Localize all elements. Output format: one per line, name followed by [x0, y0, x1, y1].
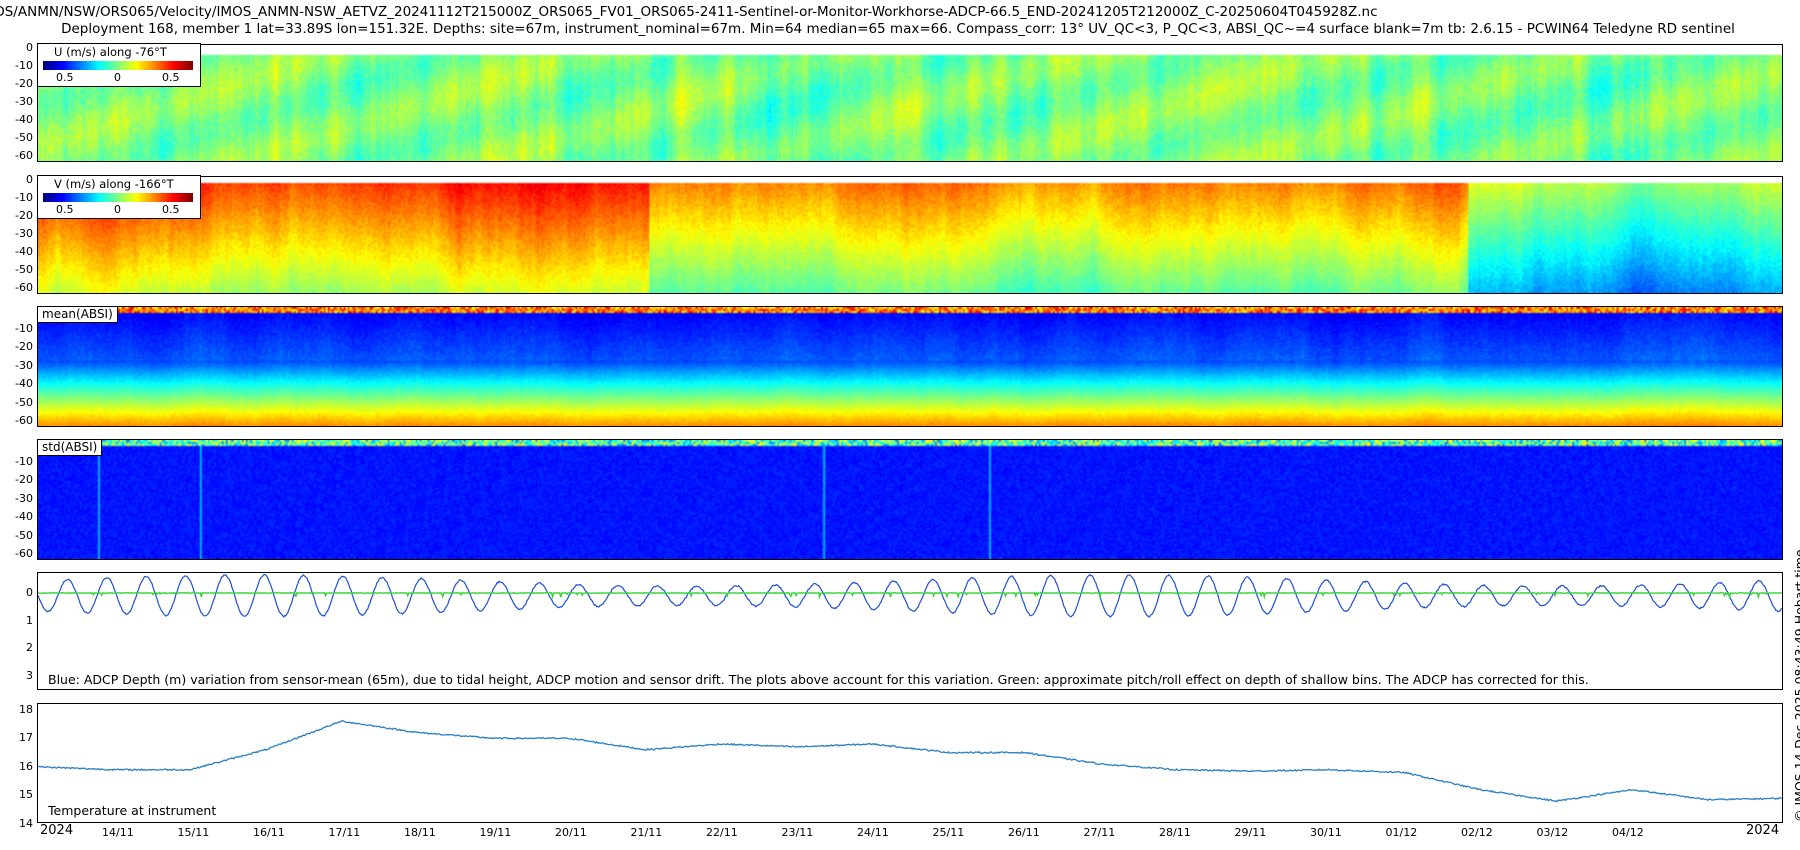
x-tick-label: 27/11 [1083, 826, 1116, 839]
depth-variation-tick-label: 1 [26, 613, 33, 627]
depth-tick-label: -40 [15, 510, 33, 524]
temperature-series [38, 720, 1782, 803]
x-tick-label: 28/11 [1159, 826, 1191, 839]
depth-tick-label: -40 [15, 377, 33, 391]
depth-variation-tick-label: 0 [26, 586, 33, 599]
x-tick-label: 24/11 [857, 826, 889, 839]
adcp-depth-series [38, 573, 1782, 618]
x-tick-label: 16/11 [253, 826, 285, 839]
x-tick-label: 25/11 [932, 826, 965, 839]
std-absi-label: std(ABSI) [37, 439, 103, 456]
v-colorbar-tick: 0.5 [162, 203, 180, 216]
u-velocity-panel [37, 44, 1783, 162]
depth-tick-label: -60 [15, 281, 33, 295]
x-tick-label: 17/11 [328, 826, 361, 839]
depth-tick-label: -10 [15, 191, 33, 205]
u-colorbar-title: U (m/s) along -76°T [54, 45, 167, 59]
temperature-plot [38, 720, 1782, 803]
depth-tick-label: -20 [15, 77, 33, 91]
x-tick-label: 04/12 [1612, 826, 1644, 839]
v-colorbar-tick: 0 [114, 203, 121, 216]
x-tick-label: 20/11 [555, 826, 587, 839]
depth-variation-tick-label: 3 [26, 669, 33, 683]
pitch-roll-series [38, 591, 1782, 600]
depth-tick-label: -40 [15, 113, 33, 127]
depth-tick-label: -10 [15, 59, 33, 73]
depth-tick-label: -20 [15, 473, 33, 487]
depth-tick-label: -30 [15, 358, 33, 372]
v-colorbar-tick: 0.5 [56, 203, 74, 216]
depth-tick-label: -10 [15, 321, 33, 335]
depth-tick-label: -50 [15, 131, 33, 145]
x-tick-label: 30/11 [1310, 826, 1342, 839]
depth-tick-label: 0 [26, 41, 33, 54]
figure-title-line2: Deployment 168, member 1 lat=33.89S lon=… [61, 21, 1735, 37]
x-tick-label: 14/11 [102, 826, 134, 839]
temperature-tick-label: 14 [19, 817, 33, 830]
u-velocity-heatmap [38, 45, 1782, 161]
temperature-annotation: Temperature at instrument [48, 803, 217, 818]
temperature-panel [37, 703, 1783, 823]
depth-tick-label: -30 [15, 95, 33, 109]
depth-variation-plot [38, 573, 1782, 618]
depth-tick-label: -20 [15, 340, 33, 354]
x-tick-label: 18/11 [404, 826, 436, 839]
depth-tick-label: -20 [15, 209, 33, 223]
u-colorbar-tick: 0.5 [162, 71, 180, 84]
v-velocity-panel [37, 176, 1783, 294]
x-tick-label: 26/11 [1008, 826, 1040, 839]
x-tick-label: 01/12 [1385, 826, 1418, 839]
x-tick-label: 15/11 [177, 826, 210, 839]
depth-tick-label: -30 [15, 491, 33, 505]
u-colorbar-tick: 0 [114, 71, 121, 84]
temperature-tick-label: 15 [19, 788, 33, 802]
x-axis-year-right: 2024 [1746, 823, 1780, 838]
figure-title-line1: IMOS/ANMN/NSW/ORS065/Velocity/IMOS_ANMN-… [0, 4, 1378, 20]
depth-variation-panel [37, 572, 1783, 690]
depth-variation-tick-label: 2 [26, 641, 33, 655]
x-tick-label: 19/11 [479, 826, 512, 839]
x-tick-label: 29/11 [1234, 826, 1267, 839]
x-tick-label: 03/12 [1536, 826, 1569, 839]
depth-tick-label: -50 [15, 528, 33, 542]
x-axis-year-left: 2024 [40, 823, 74, 838]
mean-absi-panel [37, 306, 1783, 427]
v-velocity-heatmap [38, 177, 1782, 293]
depth-tick-label: 0 [26, 173, 33, 186]
mean-absi-heatmap [38, 307, 1782, 426]
v-colorbar: V (m/s) along -166°T 0.5 0 0.5 [37, 175, 201, 219]
u-colorbar-tick: 0.5 [56, 71, 74, 84]
depth-tick-label: -50 [15, 395, 33, 409]
depth-tick-label: -50 [15, 263, 33, 277]
u-colorbar-gradient [43, 61, 193, 70]
std-absi-panel [37, 439, 1783, 560]
temperature-tick-label: 16 [19, 759, 33, 773]
temperature-tick-label: 18 [19, 702, 33, 716]
depth-tick-label: -60 [15, 547, 33, 561]
depth-tick-label: -10 [15, 454, 33, 468]
x-tick-label: 21/11 [630, 826, 663, 839]
x-tick-label: 02/12 [1461, 826, 1493, 839]
std-absi-heatmap [38, 440, 1782, 559]
depth-tick-label: -40 [15, 245, 33, 259]
credit-text: © IMOS 14-Dec-2025 08:43:49 Hobart time [1792, 549, 1800, 822]
v-colorbar-gradient [43, 193, 193, 202]
depth-tick-label: -60 [15, 149, 33, 163]
x-tick-label: 23/11 [781, 826, 814, 839]
depth-tick-label: -60 [15, 414, 33, 428]
u-colorbar: U (m/s) along -76°T 0.5 0 0.5 [37, 43, 201, 87]
depth-tick-label: -30 [15, 227, 33, 241]
x-tick-label: 22/11 [706, 826, 738, 839]
mean-absi-label: mean(ABSI) [37, 306, 118, 323]
v-colorbar-title: V (m/s) along -166°T [54, 177, 174, 191]
temperature-tick-label: 17 [19, 731, 33, 745]
depth-variation-annotation: Blue: ADCP Depth (m) variation from sens… [48, 672, 1589, 687]
